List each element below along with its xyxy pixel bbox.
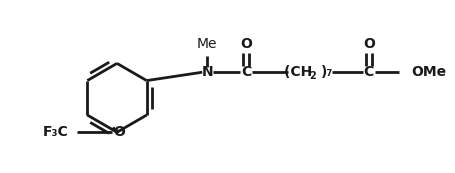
Text: C: C: [241, 65, 252, 79]
Text: 2: 2: [309, 71, 316, 81]
Text: O: O: [113, 125, 125, 139]
Text: (CH: (CH: [283, 65, 317, 79]
Text: F₃C: F₃C: [42, 125, 68, 139]
Text: O: O: [363, 37, 375, 51]
Text: )₇: )₇: [321, 65, 333, 79]
Text: O: O: [240, 37, 252, 51]
Text: OMe: OMe: [411, 65, 446, 79]
Text: Me: Me: [197, 37, 217, 51]
Text: C: C: [364, 65, 374, 79]
Text: N: N: [201, 65, 213, 79]
